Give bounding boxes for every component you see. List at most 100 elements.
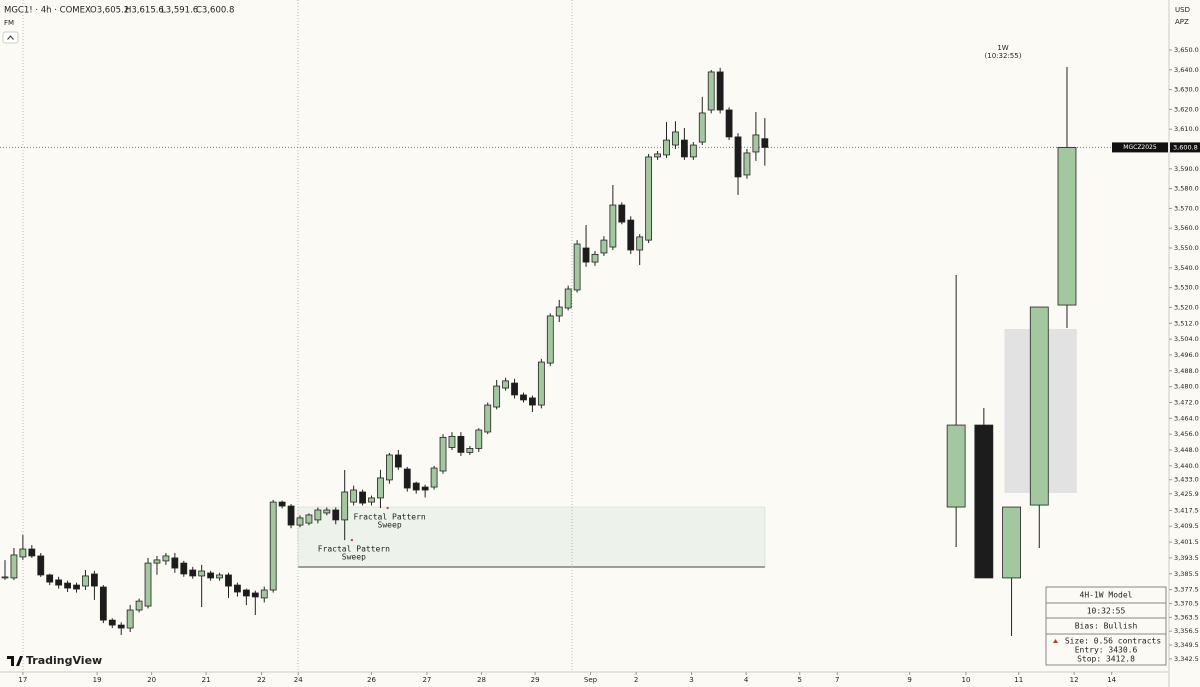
candle-body [761,138,769,148]
candle-body [108,619,116,626]
ticker-tag: MGCZ2025 [1123,144,1157,151]
candle-body [323,509,331,514]
candle-body [225,574,232,587]
x-tick-label: 2 [634,676,638,684]
info-row: 10:32:55 [1087,607,1126,616]
candle-body [394,454,402,468]
y-tick-label: 3,620.0 [1174,105,1199,113]
candle-body [171,557,179,569]
candle-body [242,589,250,597]
y-tick-label: 3,370.5 [1174,599,1199,607]
last-price-tag-bg [1170,142,1200,153]
x-tick-label: 21 [202,676,211,684]
y-tick-label: 3,520.0 [1174,303,1199,311]
candle-body [287,505,295,526]
y-tick-label: 3,512.0 [1174,319,1199,327]
candle-body [1029,306,1049,506]
y-tick-label: 3,448.0 [1174,446,1199,454]
x-tick-label: 5 [797,676,801,684]
y-tick-label: 3,472.0 [1174,398,1199,406]
candle-body [153,559,161,564]
candle-body [305,514,313,524]
candle-body [609,204,617,248]
y-tick-label: 3,377.5 [1174,586,1199,594]
x-tick-label: 28 [477,676,486,684]
x-tick-label: Sep [584,676,598,684]
weekly-label: 1W [997,44,1008,52]
candle-body [1057,147,1077,306]
candle-body [260,589,268,599]
candle-body [627,219,635,251]
candle-body [332,509,340,521]
info-box-frame [1045,586,1167,666]
candle-body [189,569,197,577]
y-tick-label: 3,409.5 [1174,522,1199,530]
x-tick-label: 11 [1014,676,1023,684]
ohlc-close: C3,600.8 [196,6,234,16]
y-tick-label: 3,570.0 [1174,204,1199,212]
y-tick-label: 3,496.0 [1174,351,1199,359]
collapse-icon [7,35,14,40]
candle-body [162,555,170,562]
candle-body [484,404,492,433]
indicator-label: FM [4,19,14,27]
candle-body [144,562,152,607]
candle-body [537,361,545,406]
candle-body [73,584,80,590]
candle-body [55,579,63,586]
candle-body [493,385,501,408]
candle-body [663,139,670,156]
pane-label: APZ [1175,18,1189,26]
candle-body [707,71,715,111]
y-tick-label: 3,550.0 [1174,244,1199,252]
ohlc-low: L3,591.6 [161,6,198,16]
currency: USD [1175,6,1190,14]
y-tick-label: 3,393.5 [1174,554,1199,562]
candle-body [743,152,751,176]
candle-body [117,624,125,629]
candle-body [645,156,653,241]
x-tick-label: 7 [835,676,839,684]
candle-body [359,491,366,504]
position-icon [1053,639,1058,643]
weekly-timer: (10:32:55) [985,52,1022,60]
x-tick-label: 10 [962,676,971,684]
y-tick-label: 3,640.0 [1174,66,1199,74]
logo-text: TradingView [26,654,102,667]
candle-body [46,574,54,583]
x-tick-label: 24 [294,676,303,684]
candle-body [716,71,724,111]
candle-body [457,435,465,453]
candle-body [466,448,474,453]
annotation-marker [386,507,389,510]
y-tick-label: 3,363.5 [1174,613,1199,621]
y-tick-label: 3,650.0 [1174,46,1199,54]
candle-body [403,468,411,489]
candle-body [207,572,215,579]
y-tick-label: 3,530.0 [1174,284,1199,292]
candle-body [90,573,98,587]
y-tick-label: 3,385.5 [1174,570,1199,578]
candle-body [377,477,384,499]
candle-body [421,486,429,491]
position-line: Entry: 3430.6 [1075,646,1138,655]
candle-body [600,239,608,254]
last-price-tag: 3,600.8 [1173,143,1198,151]
candle-body [198,570,206,577]
candle-body [698,112,706,143]
candle-body [734,136,742,178]
candle-body [10,554,18,579]
candle-body [654,153,661,158]
x-tick-label: 26 [367,676,376,684]
y-tick-label: 3,417.5 [1174,506,1199,514]
candle-body [448,435,456,448]
candle-body [546,315,554,364]
x-tick-label: 29 [531,676,540,684]
y-tick-label: 3,488.0 [1174,367,1199,375]
y-tick-label: 3,342.5 [1174,655,1199,663]
collapse-button[interactable] [2,31,19,44]
y-tick-label: 3,540.0 [1174,264,1199,272]
candle-body [974,424,994,579]
candle-body [385,454,393,481]
